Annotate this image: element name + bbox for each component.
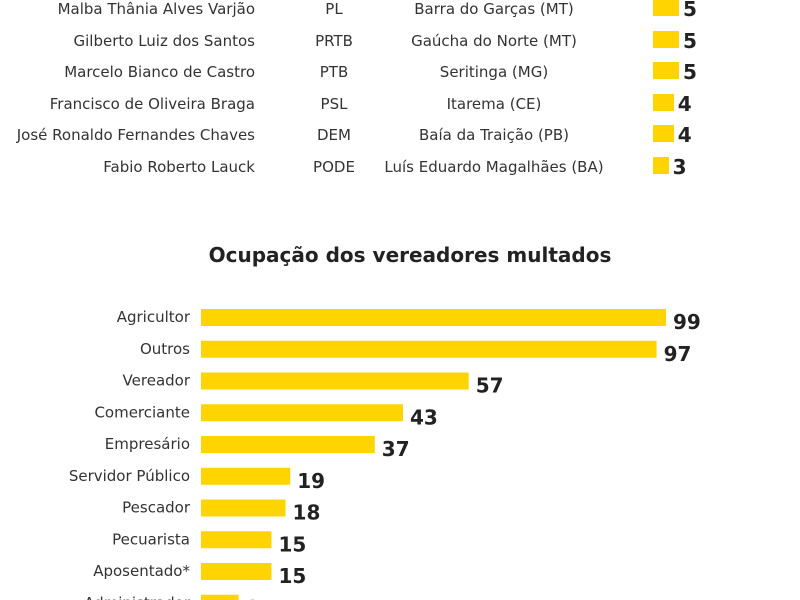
category-label: Empresário — [105, 435, 190, 453]
bar — [201, 563, 272, 580]
bar — [201, 309, 666, 326]
table-value-label: 4 — [677, 123, 692, 147]
category-label: Pescador — [122, 499, 191, 517]
table-party: PTB — [319, 63, 349, 81]
table-city: Itarema (CE) — [446, 94, 542, 113]
table-party: PL — [325, 0, 343, 18]
table-name: Fabio Roberto Lauck — [103, 157, 255, 176]
bar — [201, 340, 657, 358]
table-city: Gaúcha do Norte (MT) — [411, 31, 577, 50]
bar — [201, 436, 375, 453]
table-city: Luís Eduardo Magalhães (BA) — [384, 157, 604, 176]
category-label: Outros — [140, 340, 190, 358]
bar-value-label: 15 — [278, 564, 306, 588]
table-name: José Ronaldo Fernandes Chaves — [16, 126, 255, 144]
table-party: PODE — [313, 157, 355, 176]
table-name: Francisco de Oliveira Braga — [49, 94, 255, 113]
table-city: Seritinga (MG) — [439, 63, 549, 81]
table-value-bar — [653, 62, 679, 79]
bar-value-label: 57 — [476, 374, 504, 398]
table-party: DEM — [317, 126, 351, 144]
table-name: Malba Thânia Alves Varjão — [57, 0, 255, 18]
category-label: Servidor Público — [69, 467, 190, 485]
bar — [201, 594, 239, 600]
category-label: Pecuarista — [112, 530, 190, 548]
category-label: Administrador — [84, 594, 191, 600]
bar-value-label: 18 — [293, 501, 321, 525]
table-party: PRTB — [315, 31, 353, 50]
table-city: Baía da Traição (PB) — [419, 126, 569, 144]
category-label: Aposentado* — [93, 562, 190, 580]
bar-value-label: 19 — [297, 469, 325, 493]
bar — [201, 467, 291, 485]
table-value-label: 5 — [683, 0, 697, 21]
table-value-label: 3 — [672, 154, 687, 179]
table-party: PSL — [320, 94, 348, 113]
table-name: Marcelo Bianco de Castro — [64, 63, 255, 81]
bar-value-label: 37 — [382, 437, 410, 461]
bar — [201, 499, 286, 517]
table-city: Barra do Garças (MT) — [414, 0, 574, 18]
table-name: Gilberto Luiz dos Santos — [73, 31, 256, 50]
table-value-bar — [653, 30, 679, 48]
category-label: Vereador — [123, 372, 191, 390]
chart-title: Ocupação dos vereadores multados — [208, 243, 612, 267]
table-value-label: 4 — [677, 91, 692, 116]
table-value-label: 5 — [683, 60, 697, 84]
table-value-bar — [653, 93, 674, 111]
table-value-label: 5 — [683, 28, 697, 53]
bar-value-label: 43 — [410, 405, 438, 429]
bar — [201, 372, 469, 390]
bar — [201, 404, 403, 422]
category-label: Agricultor — [117, 308, 191, 326]
category-label: Comerciante — [94, 403, 190, 421]
bar-value-label: 97 — [664, 342, 692, 366]
table-value-bar — [653, 0, 679, 16]
bar-value-label: 15 — [278, 532, 306, 556]
bar-value-label: 8 — [246, 596, 260, 600]
table-value-bar — [653, 125, 674, 142]
bar — [201, 531, 272, 549]
table-value-bar — [653, 156, 669, 174]
bar-value-label: 99 — [673, 310, 701, 334]
